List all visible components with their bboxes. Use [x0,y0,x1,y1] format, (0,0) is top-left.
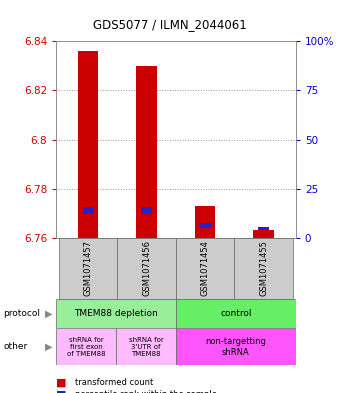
Bar [176,238,234,299]
Bar [176,328,296,365]
Text: shRNA for
first exon
of TMEM88: shRNA for first exon of TMEM88 [67,337,105,357]
Bar [141,207,152,215]
Bar [176,299,296,328]
Bar [78,51,99,238]
Bar [234,238,293,299]
Text: shRNA for
3'UTR of
TMEM88: shRNA for 3'UTR of TMEM88 [129,337,163,357]
Bar [59,238,118,299]
Text: non-targetting
shRNA: non-targetting shRNA [205,337,266,357]
Text: GSM1071457: GSM1071457 [84,240,93,296]
Text: GSM1071456: GSM1071456 [142,240,151,296]
Text: ▶: ▶ [45,309,53,318]
Text: other: other [3,342,28,351]
Bar [56,328,116,365]
Text: TMEM88 depletion: TMEM88 depletion [74,309,158,318]
Bar [118,238,176,299]
Text: GDS5077 / ILMN_2044061: GDS5077 / ILMN_2044061 [93,18,247,31]
Text: ■: ■ [56,377,67,387]
Text: ▶: ▶ [45,342,53,352]
Text: percentile rank within the sample: percentile rank within the sample [75,390,217,393]
Text: control: control [220,309,252,318]
Bar [253,230,274,238]
Bar [56,299,176,328]
Bar [83,207,94,215]
Text: transformed count: transformed count [75,378,153,387]
Text: GSM1071454: GSM1071454 [201,240,210,296]
Bar [200,223,211,228]
Text: ■: ■ [56,389,67,393]
Text: protocol: protocol [3,309,40,318]
Bar [116,328,176,365]
Text: GSM1071455: GSM1071455 [259,240,268,296]
Bar [136,66,157,238]
Bar [195,206,216,238]
Bar [258,227,269,230]
